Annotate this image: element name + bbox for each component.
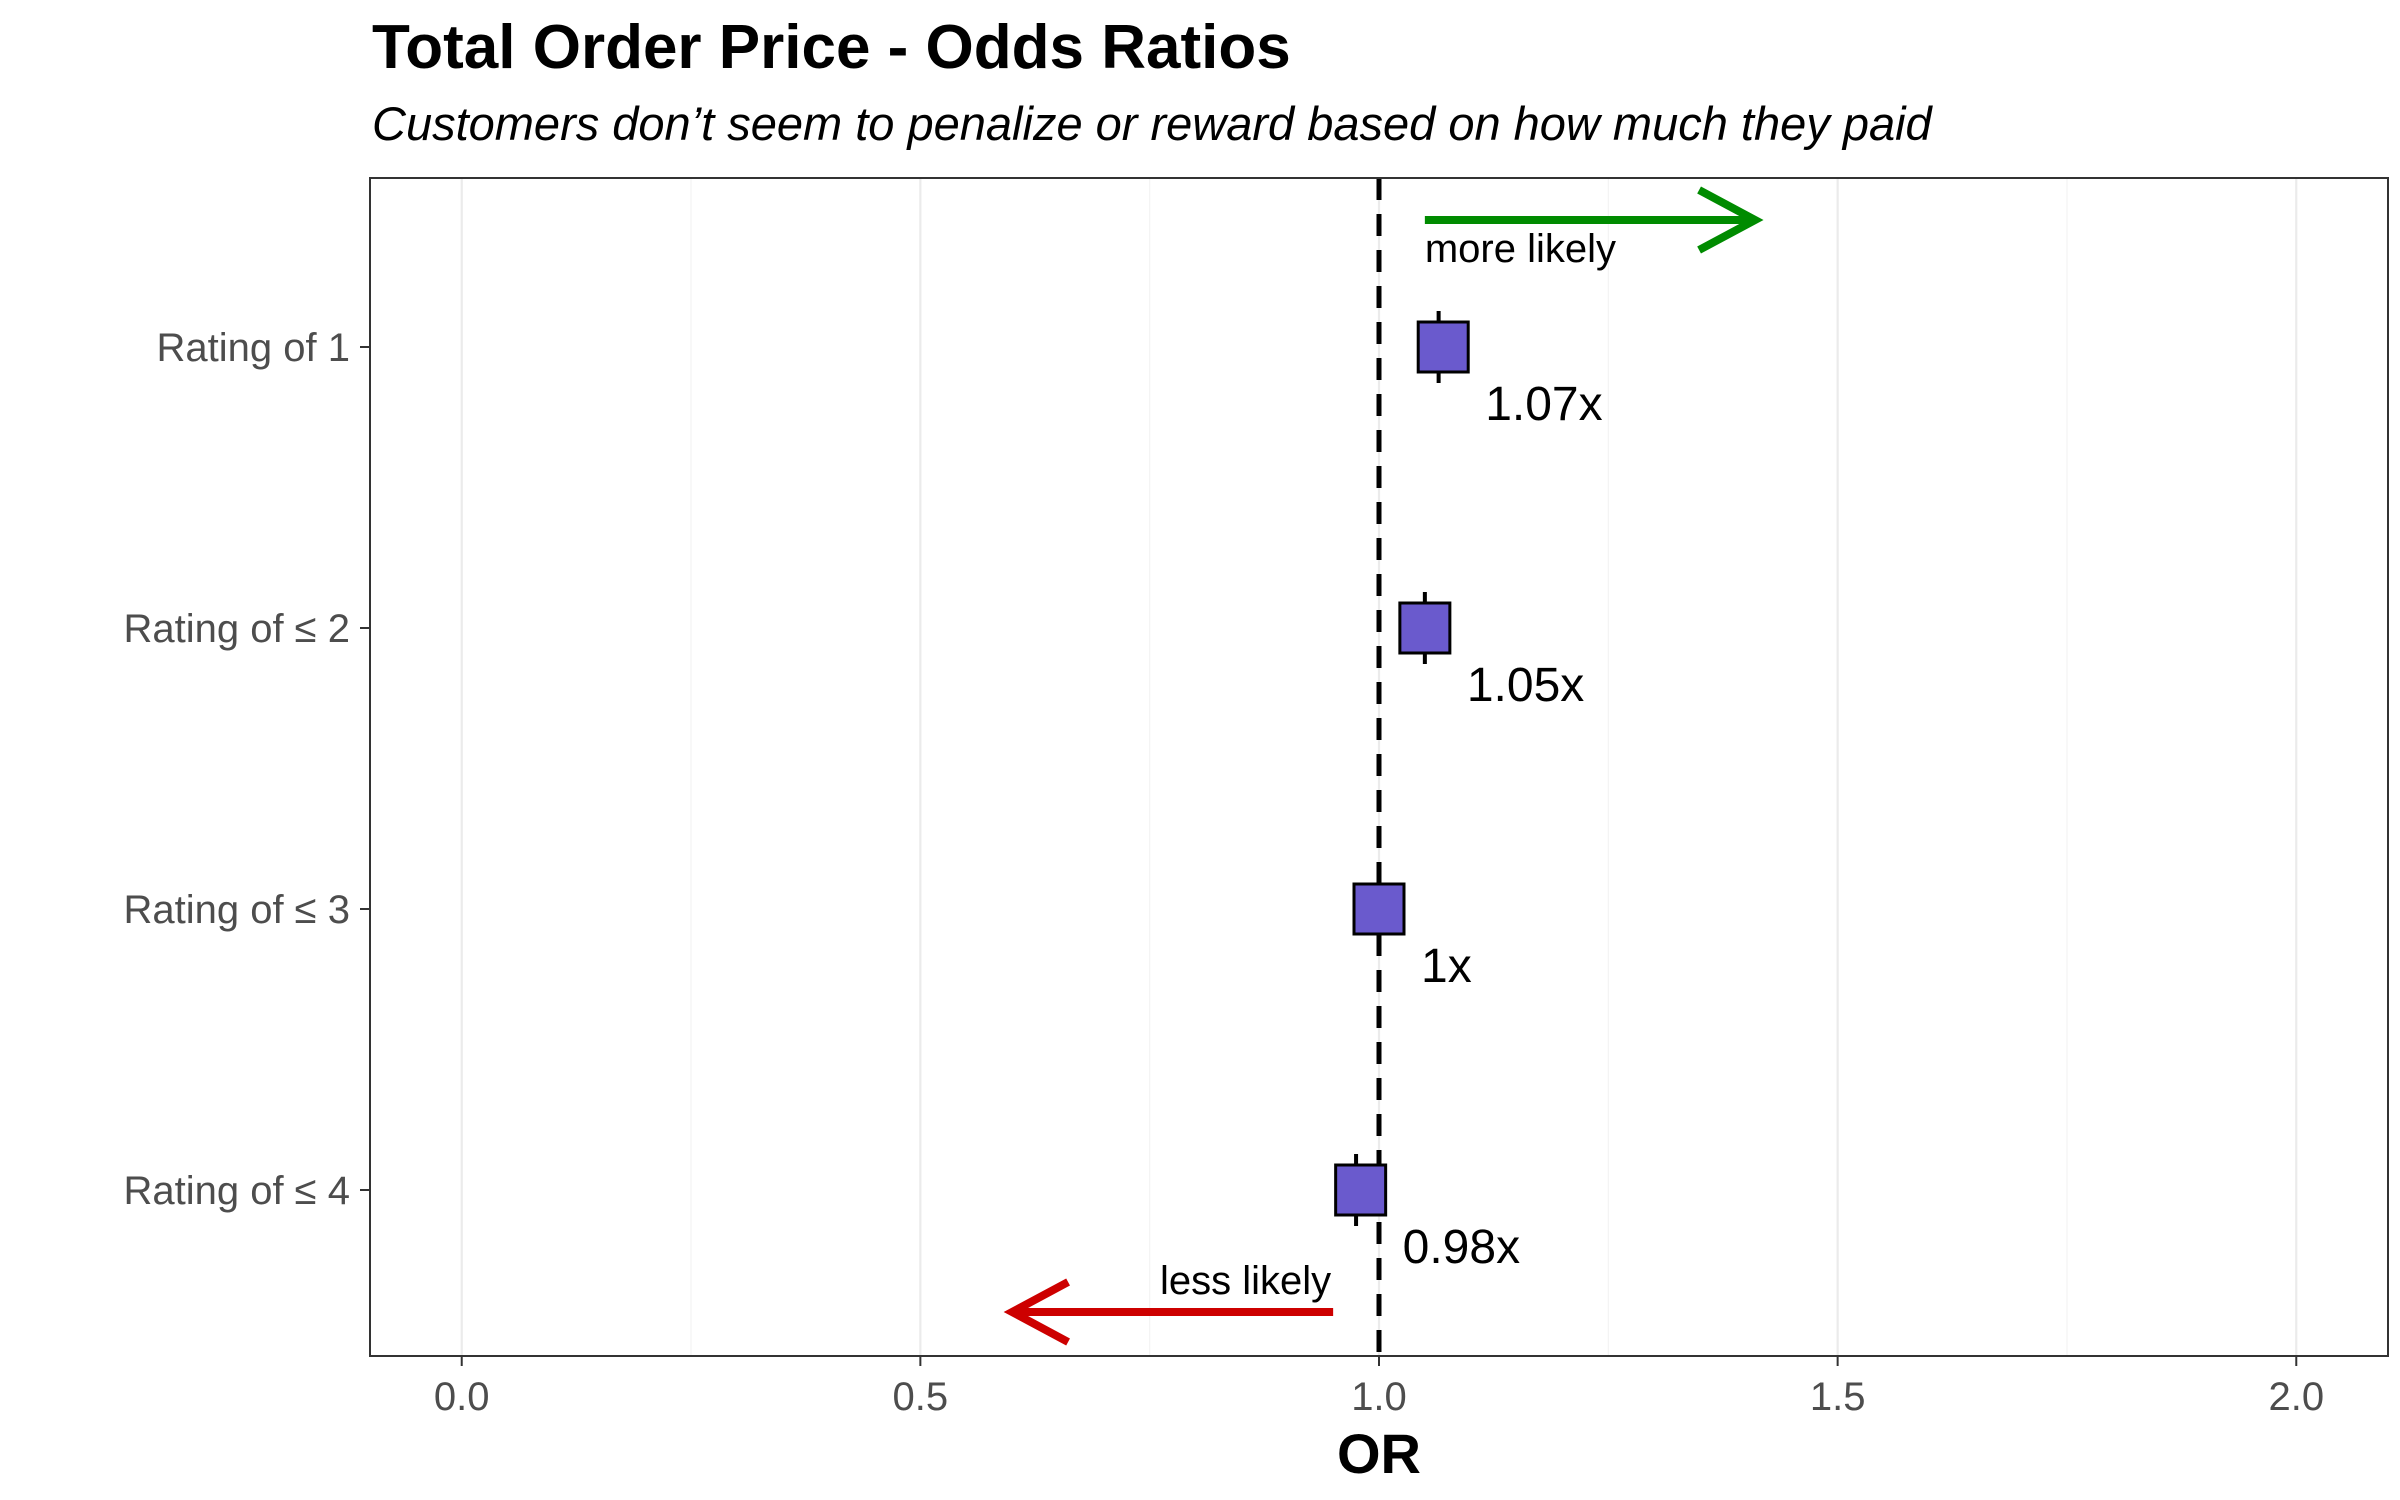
- chart-subtitle: Customers don’t seem to penalize or rewa…: [372, 97, 1932, 150]
- less-likely-arrow-head: [1003, 1278, 1070, 1346]
- x-tick-label: 0.5: [893, 1375, 949, 1419]
- y-tick-label: Rating of 1: [157, 326, 350, 370]
- axis-layer: 0.0 0.5 1.0 1.5 2.0 Rating of 1 Rating of ≤ 2 R…: [123, 326, 2324, 1419]
- more-likely-arrow-head: [1697, 186, 1764, 254]
- y-tick-label: Rating of ≤ 2: [123, 607, 350, 651]
- x-tick-label: 1.5: [1810, 1375, 1866, 1419]
- data-label: 1x: [1421, 940, 1472, 993]
- data-label: 0.98x: [1403, 1221, 1520, 1274]
- data-label: 1.05x: [1467, 659, 1584, 712]
- point-marker: [1416, 320, 1470, 374]
- x-tick-label: 0.0: [434, 1375, 490, 1419]
- data-label: 1.07x: [1485, 378, 1602, 431]
- point-marker: [1334, 1163, 1388, 1217]
- marks-layer: 1.07x 1.05x 1x 0.98x: [1334, 311, 1603, 1274]
- point-marker: [1352, 882, 1406, 936]
- y-tick-label: Rating of ≤ 3: [123, 888, 350, 932]
- point-marker: [1398, 601, 1452, 655]
- x-tick-label: 2.0: [2268, 1375, 2324, 1419]
- x-axis-label: OR: [1337, 1422, 1421, 1485]
- less-likely-label: less likely: [1160, 1259, 1331, 1303]
- y-tick-label: Rating of ≤ 4: [123, 1169, 350, 1213]
- annotation-layer: more likely less likely: [1003, 186, 1764, 1346]
- x-tick-label: 1.0: [1351, 1375, 1407, 1419]
- chart-title: Total Order Price - Odds Ratios: [372, 13, 1291, 82]
- more-likely-label: more likely: [1425, 227, 1616, 271]
